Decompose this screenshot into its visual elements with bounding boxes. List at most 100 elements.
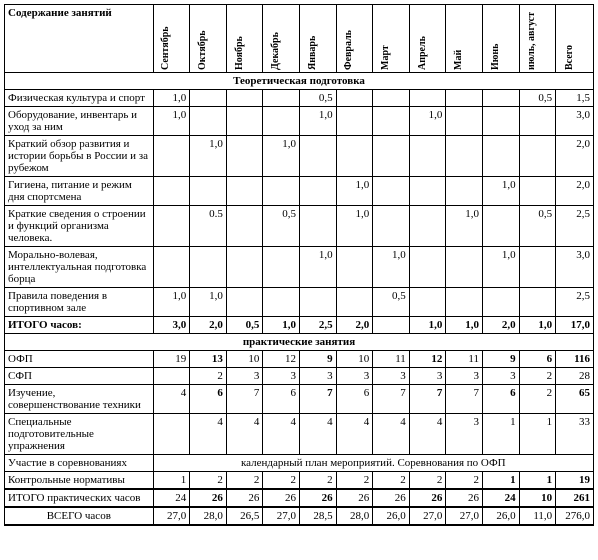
cell	[300, 136, 337, 177]
cell	[409, 206, 446, 247]
cell: 2,5	[556, 206, 594, 247]
cell	[409, 90, 446, 107]
cell: 10	[519, 489, 556, 507]
cell: 26	[336, 489, 373, 507]
cell: 6	[519, 351, 556, 368]
cell: 261	[556, 489, 594, 507]
cell: 1,0	[263, 136, 300, 177]
cell: 1,0	[153, 90, 190, 107]
cell	[519, 288, 556, 317]
cell: 2	[336, 472, 373, 490]
cell-label: Гигиена, питание и режим дня спортсмена	[5, 177, 154, 206]
cell	[153, 414, 190, 455]
cell: 33	[556, 414, 594, 455]
cell	[226, 177, 263, 206]
cell: 3	[446, 414, 483, 455]
cell: 0,5	[519, 206, 556, 247]
cell: 2,5	[556, 288, 594, 317]
row-rules: Правила поведения в спортивном зале 1,01…	[5, 288, 594, 317]
cell	[373, 136, 410, 177]
cell	[190, 247, 227, 288]
cell: 3	[300, 368, 337, 385]
cell	[190, 90, 227, 107]
cell: 11,0	[519, 507, 556, 525]
cell: 26	[263, 489, 300, 507]
cell: 1,0	[482, 247, 519, 288]
row-ofp: ОФП 1913101291011121196116	[5, 351, 594, 368]
cell: 1,5	[556, 90, 594, 107]
cell: 4	[409, 414, 446, 455]
cell	[373, 206, 410, 247]
cell: 12	[263, 351, 300, 368]
cell-label: Оборудование, инвентарь и уход за ним	[5, 107, 154, 136]
cell	[336, 288, 373, 317]
row-anatomy: Краткие сведения о строении и функций ор…	[5, 206, 594, 247]
section-theory: Теоретическая подготовка	[5, 73, 594, 90]
cell: 2,0	[482, 317, 519, 334]
cell: 1	[519, 414, 556, 455]
cell	[263, 107, 300, 136]
cell-label: Изучение, совершенствование техники	[5, 385, 154, 414]
cell: 26	[409, 489, 446, 507]
cell: 2	[519, 385, 556, 414]
cell: 1,0	[190, 136, 227, 177]
cell: 0,5	[226, 317, 263, 334]
cell: 0,5	[263, 206, 300, 247]
cell: 3	[482, 368, 519, 385]
cell: 7	[446, 385, 483, 414]
cell: 26,5	[226, 507, 263, 525]
row-practice-total: ИТОГО практических часов 242626262626262…	[5, 489, 594, 507]
cell: 2,5	[300, 317, 337, 334]
cell: 26	[373, 489, 410, 507]
cell	[519, 177, 556, 206]
cell	[226, 136, 263, 177]
section-theory-title: Теоретическая подготовка	[5, 73, 594, 90]
cell-label: Правила поведения в спортивном зале	[5, 288, 154, 317]
cell: 1,0	[263, 317, 300, 334]
cell-label: ВСЕГО часов	[5, 507, 154, 525]
cell: 26	[300, 489, 337, 507]
row-equipment: Оборудование, инвентарь и уход за ним 1,…	[5, 107, 594, 136]
section-practice-title: практические занятия	[5, 334, 594, 351]
cell: 0,5	[519, 90, 556, 107]
row-phys-culture: Физическая культура и спорт 1,00,50,51,5	[5, 90, 594, 107]
cell: 6	[336, 385, 373, 414]
cell: 1,0	[482, 177, 519, 206]
cell: 19	[153, 351, 190, 368]
col-feb: Февраль	[336, 5, 373, 73]
cell: 3	[226, 368, 263, 385]
cell	[300, 206, 337, 247]
col-mar: Март	[373, 5, 410, 73]
cell-label: ОФП	[5, 351, 154, 368]
cell: 24	[153, 489, 190, 507]
cell: 26	[226, 489, 263, 507]
cell	[446, 136, 483, 177]
cell	[300, 177, 337, 206]
cell: 6	[482, 385, 519, 414]
cell	[190, 177, 227, 206]
cell: 7	[300, 385, 337, 414]
cell: 3	[446, 368, 483, 385]
cell: 4	[153, 385, 190, 414]
cell	[190, 107, 227, 136]
cell	[482, 90, 519, 107]
cell	[519, 136, 556, 177]
cell	[153, 247, 190, 288]
cell-label: Краткий обзор развития и истории борьбы …	[5, 136, 154, 177]
col-apr: Апрель	[409, 5, 446, 73]
cell: 2,0	[556, 177, 594, 206]
col-nov: Ноябрь	[226, 5, 263, 73]
cell: 276,0	[556, 507, 594, 525]
header-row: Содержание занятий Сентябрь Октябрь Нояб…	[5, 5, 594, 73]
cell-label: СФП	[5, 368, 154, 385]
cell: 12	[409, 351, 446, 368]
cell	[336, 107, 373, 136]
cell	[482, 136, 519, 177]
cell	[263, 288, 300, 317]
row-technique: Изучение, совершенствование техники 4676…	[5, 385, 594, 414]
cell	[336, 136, 373, 177]
cell: 27,0	[153, 507, 190, 525]
cell: 28	[556, 368, 594, 385]
col-jun: Июнь	[482, 5, 519, 73]
cell: 116	[556, 351, 594, 368]
